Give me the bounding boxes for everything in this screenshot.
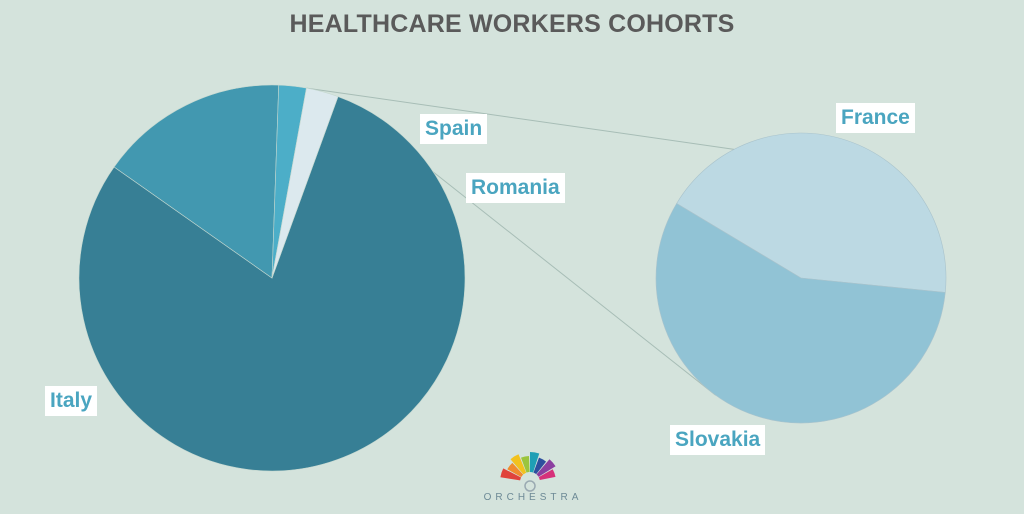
pie-slice-slovakia: [655, 203, 946, 424]
main-pie: [78, 84, 466, 472]
logo-fan-icon: [500, 452, 556, 492]
logo-fan-segment: [507, 462, 524, 478]
logo-fan-segment: [510, 454, 527, 475]
slice-label-spain: Spain: [420, 114, 488, 144]
logo-fan-segment: [530, 452, 540, 473]
logo-fan-segment: [500, 468, 522, 481]
chart-title: HEALTHCARE WORKERS COHORTS: [289, 10, 735, 38]
logo-fan-segment: [538, 469, 556, 481]
pie-slice-france: [676, 132, 947, 293]
logo-text: ORCHESTRA: [483, 492, 583, 503]
slice-label-france: France: [836, 103, 915, 133]
logo-gear-icon: [524, 480, 536, 492]
pie-slice-other: [271, 87, 339, 279]
pie-slice-italy: [78, 96, 466, 472]
slice-label-italy: Italy: [45, 386, 98, 416]
logo-fan-segment: [521, 456, 530, 473]
logo-fan-segment: [533, 457, 547, 475]
breakout-pie: [655, 132, 947, 424]
logo-fan-segment: [536, 459, 556, 477]
slice-label-romania: Romania: [466, 173, 565, 203]
orchestra-logo: ORCHESTRA: [478, 448, 588, 510]
pie-slice-spain: [113, 84, 280, 279]
connector-line-top: [306, 87, 735, 150]
slice-label-slovakia: Slovakia: [670, 425, 766, 455]
